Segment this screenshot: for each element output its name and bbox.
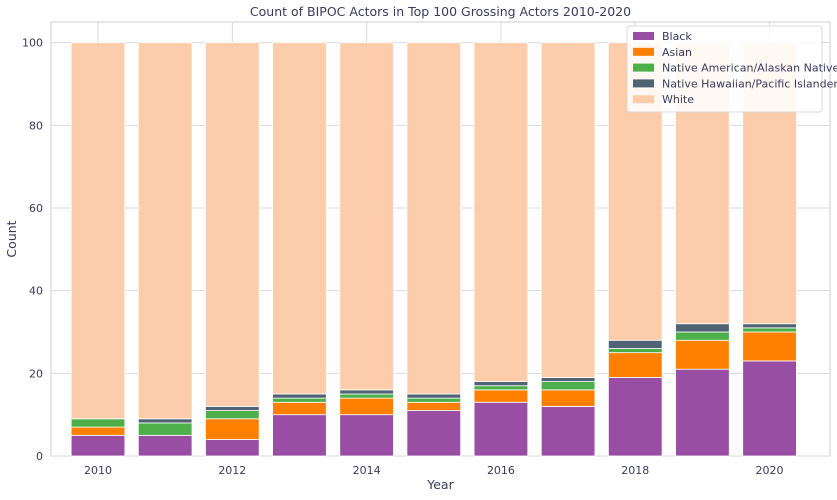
legend-swatch xyxy=(633,32,654,40)
bar-segment-asian xyxy=(607,352,663,378)
bar-segment-native-hawaiian-pacific-islander xyxy=(675,323,730,333)
bar-segment-native-american-alaskan-native xyxy=(675,331,730,341)
legend-label: Asian xyxy=(662,46,692,59)
x-tick-label: 2018 xyxy=(621,464,649,477)
bar-segment-asian xyxy=(742,331,797,362)
bar-segment-black xyxy=(675,368,730,457)
bar-segment-black xyxy=(137,434,193,457)
bar-segment-black xyxy=(406,410,462,457)
legend-swatch xyxy=(633,47,654,56)
bar-segment-asian xyxy=(205,418,260,440)
bar-segment-asian xyxy=(70,426,126,436)
bar-segment-white xyxy=(339,42,394,391)
bar-segment-black xyxy=(607,377,663,457)
y-tick-label: 40 xyxy=(29,285,43,298)
legend: Black Asian Native American/Alaskan Native… xyxy=(626,25,837,113)
bar-segment-asian xyxy=(339,397,394,416)
legend-swatch xyxy=(633,63,654,72)
ticks: 0 20 40 60 80 100 2010 2012 2014 2016 2018 2020 xyxy=(22,37,784,477)
bar-segment-native-hawaiian-pacific-islander xyxy=(339,389,394,395)
y-tick-label: 60 xyxy=(29,202,43,215)
legend-box xyxy=(626,25,823,113)
y-tick-label: 80 xyxy=(29,119,43,132)
bar-segment-native-american-alaskan-native xyxy=(742,327,797,333)
bar-segment-black xyxy=(473,401,529,457)
bar-segment-black xyxy=(339,414,394,457)
y-tick-label: 0 xyxy=(36,450,43,463)
x-tick-label: 2016 xyxy=(487,464,515,477)
bar-segment-native-hawaiian-pacific-islander xyxy=(473,381,529,387)
legend-label: Black xyxy=(662,30,692,43)
legend-label: Native American/Alaskan Native xyxy=(662,62,837,75)
bar-segment-native-american-alaskan-native xyxy=(473,385,529,391)
bars xyxy=(70,42,797,457)
y-axis-label: Count xyxy=(4,220,19,257)
x-tick-label: 2012 xyxy=(218,464,246,477)
bar-segment-white xyxy=(137,42,193,420)
legend-label: Native Hawaiian/Pacific Islander xyxy=(662,77,837,90)
y-tick-label: 100 xyxy=(22,37,43,50)
legend-swatch xyxy=(633,95,654,104)
bar-segment-black xyxy=(70,434,126,457)
bar-segment-white xyxy=(540,42,596,378)
bar-segment-native-hawaiian-pacific-islander xyxy=(540,377,596,383)
bar-segment-native-american-alaskan-native xyxy=(137,422,193,436)
x-tick-label: 2010 xyxy=(84,464,112,477)
bar-segment-native-hawaiian-pacific-islander xyxy=(205,405,260,411)
bar-segment-native-hawaiian-pacific-islander xyxy=(272,393,327,399)
legend-label: White xyxy=(662,93,694,106)
bar-segment-native-american-alaskan-native xyxy=(406,397,462,403)
bar-segment-white xyxy=(272,42,327,395)
bar-segment-black xyxy=(205,439,260,457)
bar-segment-asian xyxy=(406,401,462,411)
bar-segment-native-american-alaskan-native xyxy=(339,393,394,399)
legend-swatch xyxy=(633,79,654,88)
bar-segment-native-american-alaskan-native xyxy=(540,381,596,391)
chart-title: Count of BIPOC Actors in Top 100 Grossin… xyxy=(250,4,631,19)
bar-segment-white xyxy=(406,42,462,395)
bar-segment-white xyxy=(70,42,126,420)
x-tick-label: 2014 xyxy=(353,464,381,477)
bar-segment-black xyxy=(742,360,797,457)
x-axis-label: Year xyxy=(426,477,454,492)
bar-segment-native-hawaiian-pacific-islander xyxy=(406,393,462,399)
bar-segment-black xyxy=(540,405,596,457)
bar-segment-black xyxy=(272,414,327,457)
bar-segment-native-hawaiian-pacific-islander xyxy=(137,418,193,424)
bar-segment-native-american-alaskan-native xyxy=(272,397,327,403)
bar-segment-white xyxy=(205,42,260,407)
bar-segment-native-hawaiian-pacific-islander xyxy=(607,339,663,349)
bar-segment-native-american-alaskan-native xyxy=(607,348,663,354)
bar-segment-asian xyxy=(540,389,596,407)
bar-segment-asian xyxy=(675,339,730,370)
bar-segment-native-hawaiian-pacific-islander xyxy=(742,323,797,329)
bar-segment-asian xyxy=(272,401,327,416)
x-tick-label: 2020 xyxy=(756,464,784,477)
bar-segment-native-american-alaskan-native xyxy=(205,410,260,420)
bar-segment-white xyxy=(473,42,529,382)
bar-segment-native-american-alaskan-native xyxy=(70,418,126,428)
y-tick-label: 20 xyxy=(29,367,43,380)
bar-segment-asian xyxy=(473,389,529,403)
